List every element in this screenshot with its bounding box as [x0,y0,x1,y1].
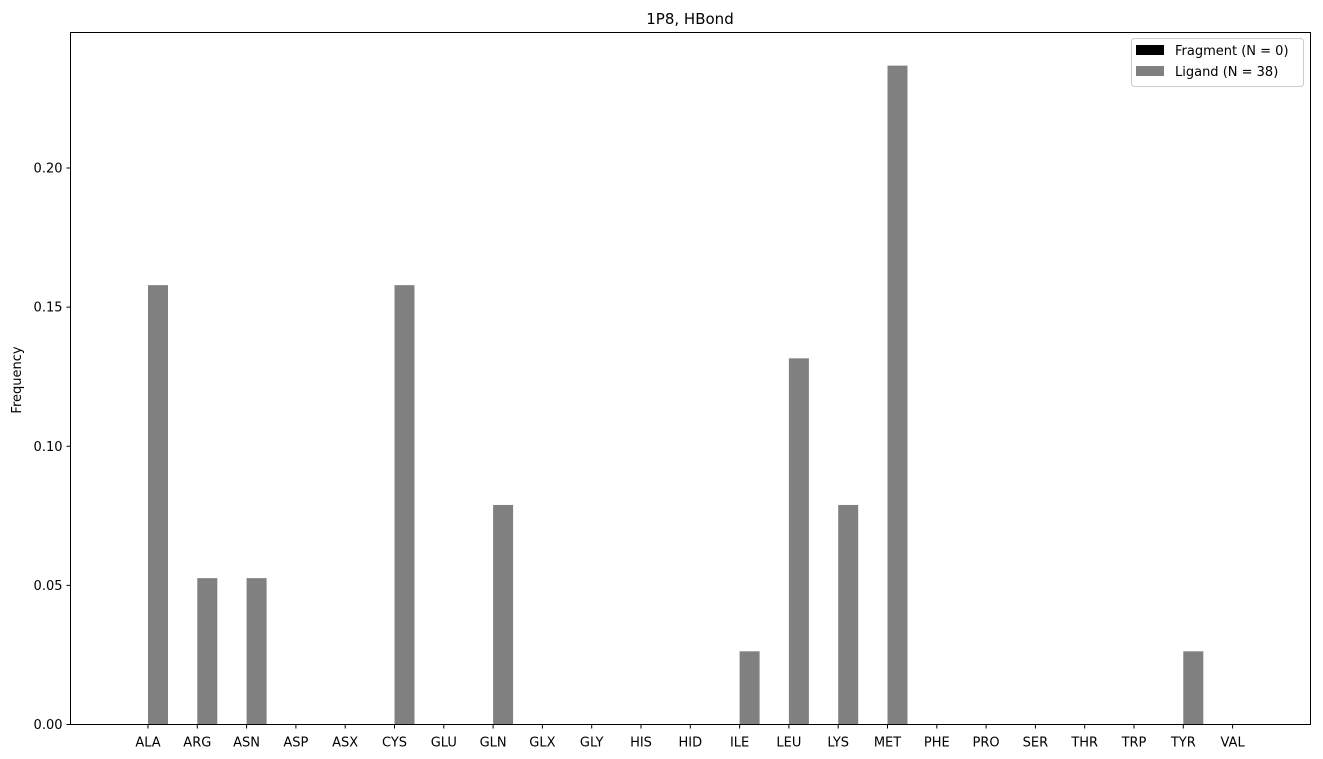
x-tick-label-his: HIS [630,736,652,751]
x-tick-label-thr: THR [1070,736,1098,751]
x-tick-label-trp: TRP [1121,736,1147,751]
legend-box [1131,38,1304,87]
x-tick-label-pro: PRO [973,736,1000,751]
x-tick-label-asn: ASN [233,736,260,751]
x-tick-label-tyr: TYR [1170,736,1196,751]
x-tick-label-arg: ARG [183,736,211,751]
legend-label-fragment: Fragment (N = 0) [1175,44,1289,59]
ligand-bar-asn [246,578,267,725]
x-tick-label-gln: GLN [480,736,507,751]
bars-group [148,65,1204,725]
y-tick-label: 0.20 [34,162,63,177]
y-tick-label: 0.10 [34,440,63,455]
ligand-bar-tyr [1183,651,1204,725]
x-tick-label-ser: SER [1023,736,1049,751]
x-axis: ALA ARG ASN ASP ASX CYS GLU GLN GLX GLY HIS HID ILE L… [135,724,1245,751]
x-tick-label-glx: GLX [529,736,555,751]
legend-swatch-fragment [1136,45,1164,55]
y-axis: 0.00 0.05 0.10 0.15 0.20 [34,162,71,733]
ligand-bar-ala [148,285,168,725]
chart-title: 1P8, HBond [646,10,733,28]
y-tick-label: 0.00 [34,718,63,733]
x-tick-label-lys: LYS [827,736,849,751]
y-axis-label: Frequency [10,346,25,413]
x-tick-label-hid: HID [678,736,702,751]
legend-label-ligand: Ligand (N = 38) [1175,65,1278,80]
ligand-bar-ile [739,651,760,725]
x-tick-label-cys: CYS [382,736,407,751]
ligand-bar-cys [394,285,415,725]
x-tick-label-met: MET [874,736,901,751]
ligand-bar-gln [493,504,514,725]
x-tick-label-phe: PHE [924,736,950,751]
legend: Fragment (N = 0) Ligand (N = 38) [1131,38,1304,87]
x-tick-label-glu: GLU [431,736,457,751]
ligand-bar-lys [838,504,859,725]
x-tick-label-asx: ASX [332,736,358,751]
x-tick-label-leu: LEU [776,736,801,751]
x-tick-label-val: VAL [1220,736,1245,751]
x-tick-label-asp: ASP [283,736,308,751]
legend-swatch-ligand [1136,66,1164,76]
x-tick-label-ala: ALA [135,736,160,751]
ligand-bar-leu [788,358,809,725]
ligand-bar-met [887,65,908,725]
ligand-bar-arg [197,578,218,725]
x-tick-label-ile: ILE [730,736,749,751]
y-tick-label: 0.15 [34,301,63,316]
x-tick-label-gly: GLY [580,736,604,751]
y-tick-label: 0.05 [34,579,63,594]
